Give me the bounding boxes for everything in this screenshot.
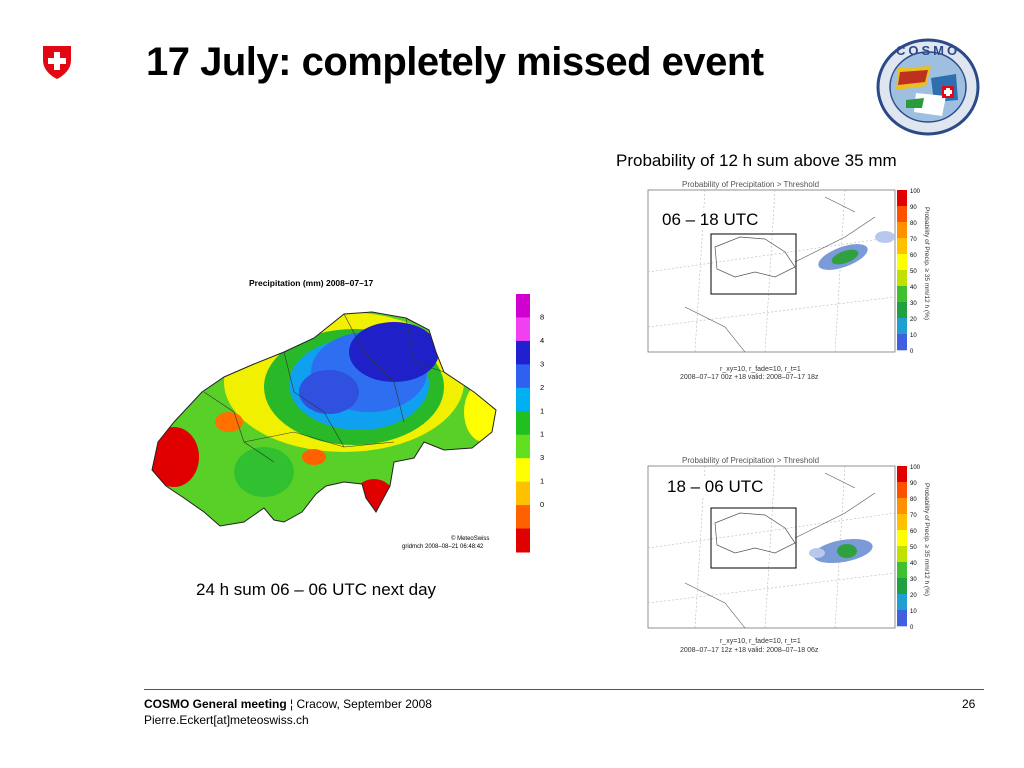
scale-segment — [897, 610, 907, 627]
swiss-shield-logo — [43, 46, 71, 79]
scale-segment — [897, 578, 907, 595]
scale-segment — [897, 254, 907, 271]
cosmo-logo: COSMO — [876, 38, 980, 136]
scale-tick-label: 0 — [910, 625, 914, 631]
scale-tick-label: 90 — [910, 481, 917, 487]
colorbar-tick-label: 10 — [540, 430, 544, 439]
footer-meeting: COSMO General meeting ¦ Cracow, Septembe… — [144, 697, 432, 711]
scale-tick-label: 70 — [910, 237, 917, 243]
colorbar-segment — [516, 528, 530, 553]
footer-meeting-name: COSMO General meeting — [144, 697, 287, 711]
colorbar-segment — [516, 317, 530, 342]
footer-location: Cracow, September 2008 — [296, 697, 432, 711]
scale-tick-label: 50 — [910, 545, 917, 551]
panel-run-info: 2008–07–17 12z +18 valid: 2008–07–18 06z — [680, 647, 819, 654]
precip-colorbar — [516, 294, 530, 553]
colorbar-segment — [516, 411, 530, 436]
colorbar-tick-label: 20 — [540, 383, 544, 392]
scale-tick-label: 40 — [910, 561, 917, 567]
scale-segment — [897, 286, 907, 303]
right-figures-caption: Probability of 12 h sum above 35 mm — [616, 151, 897, 170]
scale-tick-label: 60 — [910, 253, 917, 259]
footer-separator: ¦ — [286, 697, 297, 711]
panel-header: Probability of Precipitation > Threshold — [682, 180, 819, 189]
scale-tick-label: 30 — [910, 577, 917, 583]
slide-title: 17 July: completely missed event — [146, 40, 764, 84]
page-number: 26 — [962, 697, 976, 711]
scale-tick-label: 30 — [910, 301, 917, 307]
scale-segment — [897, 562, 907, 579]
scale-segment — [897, 530, 907, 547]
colorbar-segment — [516, 434, 530, 459]
colorbar-tick-label: 30 — [540, 359, 544, 368]
scale-tick-label: 0 — [910, 349, 914, 355]
scale-tick-label: 100 — [910, 465, 921, 471]
colorbar-segment — [516, 294, 530, 318]
scale-tick-label: 60 — [910, 529, 917, 535]
cosmo-logo-text: COSMO — [896, 43, 960, 58]
meteoswiss-credit: © MeteoSwiss — [451, 535, 489, 542]
colorbar-segment — [516, 340, 530, 365]
scale-segment — [897, 482, 907, 499]
colorbar-tick-label: 3 — [540, 453, 544, 462]
scale-segment — [897, 302, 907, 319]
scale-segment — [897, 190, 907, 207]
left-figure-caption: 24 h sum 06 – 06 UTC next day — [196, 580, 437, 599]
colorbar-tick-label: 80 — [540, 312, 544, 321]
colorbar-segment — [516, 505, 530, 530]
utc-label-06-18: 06 – 18 UTC — [660, 210, 761, 230]
scale-tick-label: 10 — [910, 609, 917, 615]
utc-label-18-06: 18 – 06 UTC — [665, 477, 766, 497]
colorbar-segment — [516, 387, 530, 412]
scale-segment — [897, 514, 907, 531]
panel-run-info: 2008–07–17 00z +18 valid: 2008–07–17 18z — [680, 374, 819, 381]
colorbar-segment — [516, 481, 530, 506]
scale-segment — [897, 206, 907, 223]
scale-segment — [897, 318, 907, 335]
map-timestamp: gridmch 2008–08–21 06:48:42 — [402, 544, 484, 550]
scale-segment — [897, 222, 907, 239]
scale-tick-label: 10 — [910, 333, 917, 339]
scale-tick-label: 50 — [910, 269, 917, 275]
footer-divider — [144, 689, 984, 690]
probability-panel-1: Probability of Precipitation > Threshold… — [647, 180, 930, 381]
scale-segment — [897, 334, 907, 351]
scale-tick-label: 90 — [910, 205, 917, 211]
scale-tick-label: 70 — [910, 513, 917, 519]
precip-map-title: Precipitation (mm) 2008–07–17 — [249, 278, 374, 288]
panel-side-label: Probability of Precip. ≥ 35 mm/12 h (%) — [923, 207, 930, 320]
panel-params: r_xy=10, r_fade=10, r_t=1 — [720, 366, 801, 373]
colorbar-tick-label: 15 — [540, 406, 544, 415]
precipitation-map: Precipitation (mm) 2008–07–17 80 40 30 20 15… — [151, 278, 544, 553]
scale-segment — [897, 594, 907, 611]
scale-segment — [897, 466, 907, 483]
panel-params: r_xy=10, r_fade=10, r_t=1 — [720, 638, 801, 645]
colorbar-segment — [516, 364, 530, 389]
panel-side-label: Probability of Precip. ≥ 35 mm/12 h (%) — [923, 483, 930, 596]
scale-segment — [897, 238, 907, 255]
colorbar-tick-label: 0.5 — [540, 500, 544, 509]
footer-email: Pierre.Eckert[at]meteoswiss.ch — [144, 713, 309, 727]
scale-tick-label: 80 — [910, 497, 917, 503]
panel-header: Probability of Precipitation > Threshold — [682, 456, 819, 465]
scale-segment — [897, 498, 907, 515]
scale-tick-label: 40 — [910, 285, 917, 291]
colorbar-tick-label: 40 — [540, 336, 544, 345]
scale-tick-label: 80 — [910, 221, 917, 227]
colorbar-tick-label: 1 — [540, 477, 544, 486]
scale-tick-label: 20 — [910, 317, 917, 323]
scale-tick-label: 20 — [910, 593, 917, 599]
scale-segment — [897, 546, 907, 563]
scale-segment — [897, 270, 907, 287]
colorbar-segment — [516, 458, 530, 483]
scale-tick-label: 100 — [910, 189, 921, 195]
